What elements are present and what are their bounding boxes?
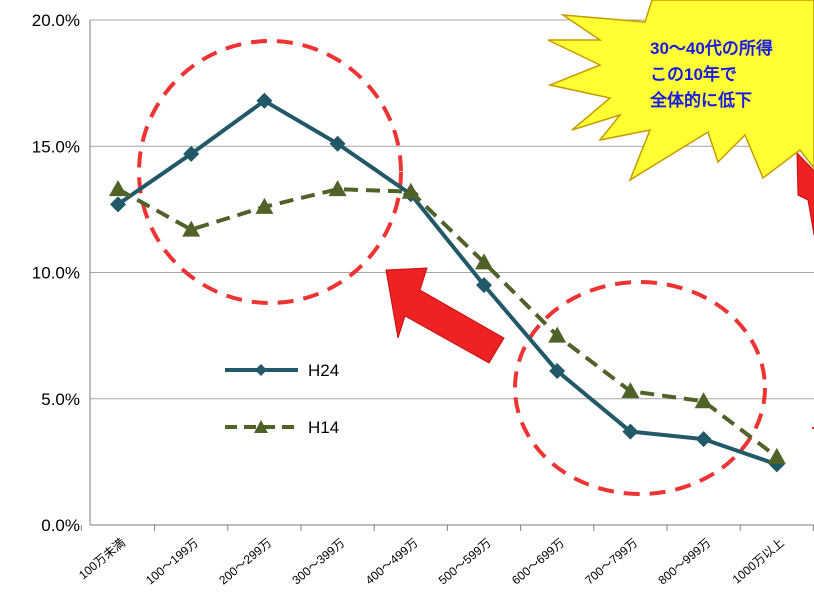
arrow-left [385,267,505,364]
x-tick-label: 100万未満 [76,536,128,583]
x-tick-label: 100～199万 [143,536,201,588]
x-tick-label: 800～999万 [655,536,713,588]
point-marker [621,382,640,399]
x-tick-label: 400～499万 [363,536,421,588]
x-tick-label: 300～399万 [289,536,347,588]
point-marker [767,447,786,464]
highlight-circle-right [513,280,767,496]
callout-line-2: この10年で [650,64,737,84]
series-group [109,92,786,473]
x-tick-label: 700～799万 [582,536,640,588]
legend-h24-marker [255,364,267,376]
x-axis [80,20,814,531]
x-tick-label: 500～599万 [436,536,494,588]
x-tick-label: 200～299万 [216,536,274,588]
point-marker [109,180,127,197]
point-marker [548,326,567,343]
point-marker [549,362,566,379]
y-tick-label: 15.0% [32,137,80,156]
y-tick-label: 0.0% [41,516,80,535]
highlight-circle-left [137,39,403,305]
series-line-0 [116,98,778,467]
legend-h24-label: H24 [308,361,339,380]
arrow-right [796,151,814,236]
y-tick-label: 5.0% [41,390,80,409]
point-marker [255,197,274,214]
point-marker [110,196,126,213]
point-marker [329,135,346,152]
point-marker [256,92,273,109]
series-line-1 [117,187,779,459]
y-tick-label: 20.0% [32,11,80,30]
x-tick-label: 600～699万 [509,536,567,588]
point-marker [476,277,492,294]
point-marker [183,145,200,162]
point-marker [182,220,201,237]
point-marker [401,182,420,199]
legend: H24 H14 [225,361,339,437]
point-marker [695,431,712,448]
x-tick-label: 1000万以上 [730,536,787,587]
callout-starburst [547,0,814,182]
y-tick-label: 10.0% [32,264,80,283]
point-marker [475,253,493,270]
point-marker [694,392,713,409]
legend-h14-marker [254,420,268,433]
point-marker [622,423,639,440]
callout-line-3: 全体的に低下 [649,90,752,110]
callout-line-1: 30～40代の所得 [650,38,773,58]
y-axis-tick-labels: 0.0% 5.0% 10.0% 15.0% 20.0% [32,11,80,535]
point-marker [328,180,347,197]
x-axis-tick-labels: 100万未満 100～199万 200～299万 300～399万 400～499万 50… [76,536,787,588]
legend-h14-label: H14 [308,418,339,437]
